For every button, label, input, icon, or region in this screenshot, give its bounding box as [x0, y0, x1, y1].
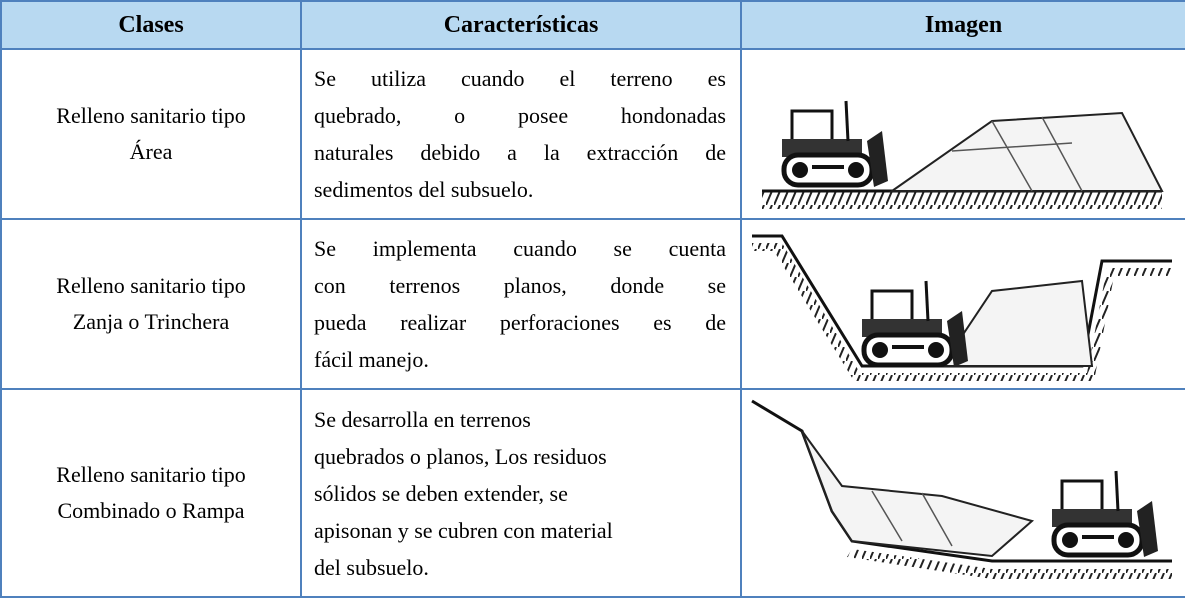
row: Relleno sanitario tipo Área Se utiliza c… — [0, 48, 1185, 220]
header-cell: Clases — [0, 0, 302, 50]
row: Relleno sanitario tipo Combinado o Rampa… — [0, 388, 1185, 598]
class-line: Relleno sanitario tipo — [56, 103, 246, 128]
text-line: fácil manejo. — [314, 347, 429, 372]
text-line: Se utiliza cuando el terreno es — [314, 66, 726, 91]
header-cell: Imagen — [740, 0, 1185, 50]
text-line: sólidos se deben extender, se — [314, 480, 568, 506]
text-line: pueda realizar perforaciones es de — [314, 310, 726, 335]
class-line: Relleno sanitario tipo — [56, 462, 246, 487]
text-line: sedimentos del subsuelo. — [314, 177, 534, 202]
text-line: con terrenos planos, donde se — [314, 273, 726, 298]
row: Relleno sanitario tipo Zanja o Trinchera… — [0, 218, 1185, 390]
text-line: quebrado, o posee hondonadas — [314, 103, 726, 128]
text-line: Se desarrolla en terrenos — [314, 406, 531, 432]
text-line: del subsuelo. — [314, 554, 429, 580]
image-cell — [740, 48, 1185, 220]
text-line: naturales debido a la extracción de — [314, 140, 726, 165]
class-line: Combinado o Rampa — [57, 498, 245, 523]
text-line: apisonan y se cubren con material — [314, 517, 613, 543]
image-cell — [740, 218, 1185, 390]
header-row: Clases Características Imagen — [0, 0, 1185, 50]
area-landfill-illustration — [762, 51, 1164, 209]
class-line: Relleno sanitario tipo — [56, 273, 246, 298]
class-cell: Relleno sanitario tipo Zanja o Trinchera — [0, 218, 302, 390]
class-line: Área — [129, 139, 173, 164]
characteristics-cell: Se implementa cuando se cuenta con terre… — [300, 218, 742, 390]
ramp-landfill-illustration — [751, 399, 1172, 579]
image-cell — [740, 388, 1185, 598]
class-cell: Relleno sanitario tipo Área — [0, 48, 302, 220]
class-cell: Relleno sanitario tipo Combinado o Rampa — [0, 388, 302, 598]
trench-landfill-illustration — [752, 234, 1172, 381]
class-line: Zanja o Trinchera — [72, 309, 230, 334]
characteristics-cell: Se utiliza cuando el terreno es quebrado… — [300, 48, 742, 220]
text-line: Se implementa cuando se cuenta — [314, 236, 726, 261]
characteristics-cell: Se desarrolla en terrenos quebrados o pl… — [300, 388, 742, 598]
text-line: quebrados o planos, Los residuos — [314, 443, 607, 469]
header-cell: Características — [300, 0, 742, 50]
